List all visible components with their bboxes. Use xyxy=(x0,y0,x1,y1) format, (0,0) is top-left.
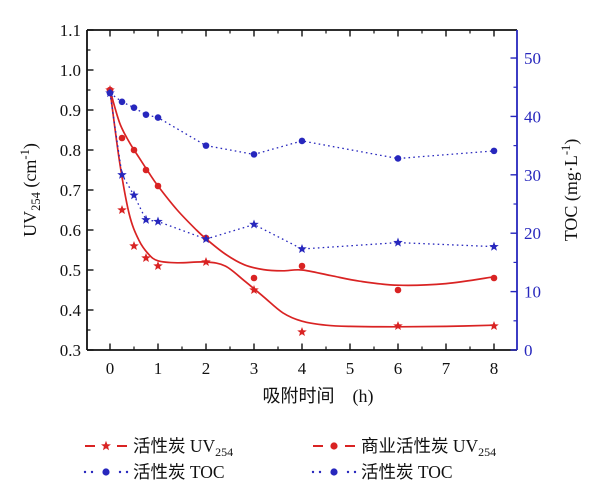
series-fit-line xyxy=(109,89,495,287)
y-left-tick-label: 0.8 xyxy=(60,141,81,160)
series-line-dotted xyxy=(109,92,495,160)
y-right-tick-label: 50 xyxy=(524,49,541,68)
marker-circle xyxy=(118,98,126,106)
marker-circle xyxy=(250,151,258,158)
legend-dot xyxy=(83,470,87,474)
x-tick-label: 8 xyxy=(490,359,499,378)
legend-dot xyxy=(90,470,94,474)
y-right-tick-label: 40 xyxy=(524,107,541,126)
marker-star xyxy=(129,241,139,251)
marker-circle xyxy=(154,114,162,121)
y-right-tick-label: 30 xyxy=(524,166,541,185)
marker-circle xyxy=(250,274,258,282)
y-left-tick-label: 0.7 xyxy=(60,181,82,200)
marker-star xyxy=(201,234,211,244)
marker-star xyxy=(117,205,127,215)
marker-star xyxy=(105,88,115,98)
marker-star xyxy=(393,321,403,331)
x-tick-label: 6 xyxy=(394,359,403,378)
legend-dot xyxy=(118,470,122,474)
marker-star xyxy=(153,261,163,271)
legend: 活性炭 UV254 商业活性炭 UV254 活性炭 TOC 活性炭 TOC xyxy=(83,436,496,482)
marker-circle xyxy=(394,286,402,294)
y-right-tick-label: 0 xyxy=(524,341,533,360)
x-tick-label: 4 xyxy=(298,359,307,378)
marker-circle xyxy=(142,166,150,174)
y-axis-right: 0 10 20 30 40 50 xyxy=(510,49,541,360)
x-tick-label: 2 xyxy=(202,359,211,378)
y-right-axis-title: TOC (mg·L-1) xyxy=(559,139,582,242)
marker-circle xyxy=(130,146,138,154)
x-axis-ticks: 0 1 2 3 4 5 6 7 8 xyxy=(106,30,499,378)
marker-star xyxy=(141,253,151,263)
legend-marker-circle xyxy=(330,468,338,476)
x-tick-label: 1 xyxy=(154,359,163,378)
y-axis-left: 0.3 0.4 0.5 0.6 0.7 0.8 0.9 1.0 1.1 xyxy=(60,21,94,360)
legend-label: 活性炭 TOC xyxy=(361,462,453,482)
series-3 xyxy=(105,88,499,254)
marker-circle xyxy=(394,155,402,162)
marker-star xyxy=(129,190,139,200)
legend-entry-1: 商业活性炭 UV254 xyxy=(313,436,496,459)
legend-dot xyxy=(346,470,350,474)
series-2 xyxy=(106,89,498,162)
legend-entry-2: 活性炭 TOC xyxy=(83,462,225,482)
marker-star xyxy=(297,327,307,337)
legend-marker-circle xyxy=(102,468,110,476)
y-left-tick-label: 0.9 xyxy=(60,101,81,120)
marker-circle xyxy=(118,134,126,142)
marker-star xyxy=(201,257,211,267)
legend-label: 商业活性炭 UV254 xyxy=(361,436,496,459)
x-tick-label: 5 xyxy=(346,359,355,378)
marker-circle xyxy=(202,142,210,149)
marker-circle xyxy=(490,274,498,282)
legend-dot xyxy=(353,470,357,474)
legend-label: 活性炭 UV254 xyxy=(133,436,233,459)
marker-star xyxy=(249,285,259,295)
y-right-tick-label: 10 xyxy=(524,283,541,302)
series-0 xyxy=(105,85,499,337)
x-axis-title: 吸附时间 (h) xyxy=(263,386,374,407)
marker-star xyxy=(297,243,307,254)
marker-circle xyxy=(298,262,306,270)
y-left-tick-label: 0.6 xyxy=(60,221,81,240)
y-left-tick-label: 1.1 xyxy=(60,21,81,40)
marker-star xyxy=(489,241,499,251)
legend-entry-0: 活性炭 UV254 xyxy=(85,436,233,459)
marker-circle xyxy=(142,111,150,118)
y-left-axis-title: UV254 (cm-1) xyxy=(18,143,43,237)
legend-dot xyxy=(318,470,322,474)
marker-star xyxy=(249,219,259,229)
x-tick-label: 7 xyxy=(442,359,451,378)
marker-circle xyxy=(490,147,498,155)
marker-circle xyxy=(154,182,162,190)
x-tick-label: 0 xyxy=(106,359,115,378)
legend-label: 活性炭 TOC xyxy=(133,462,225,482)
legend-dot xyxy=(125,470,129,474)
y-left-tick-label: 0.4 xyxy=(60,301,82,320)
marker-star xyxy=(117,169,127,179)
legend-marker-star xyxy=(101,440,111,451)
y-left-tick-label: 0.3 xyxy=(60,341,81,360)
legend-marker-circle xyxy=(330,442,338,450)
series-fit-line xyxy=(109,89,495,328)
marker-circle xyxy=(298,137,306,145)
y-left-tick-label: 1.0 xyxy=(60,61,81,80)
legend-entry-3: 活性炭 TOC xyxy=(311,462,453,482)
marker-star xyxy=(393,237,403,247)
axis-titles: UV254 (cm-1) TOC (mg·L-1) 吸附时间 (h) xyxy=(18,139,582,407)
marker-star xyxy=(489,321,499,331)
marker-circle xyxy=(130,104,138,111)
plot-frame xyxy=(86,29,518,351)
marker-star xyxy=(153,216,163,226)
x-tick-label: 3 xyxy=(250,359,259,378)
series-line-dotted xyxy=(109,93,495,250)
y-left-tick-label: 0.5 xyxy=(60,261,81,280)
marker-star xyxy=(141,214,151,224)
legend-dot xyxy=(311,470,315,474)
y-right-tick-label: 20 xyxy=(524,224,541,243)
